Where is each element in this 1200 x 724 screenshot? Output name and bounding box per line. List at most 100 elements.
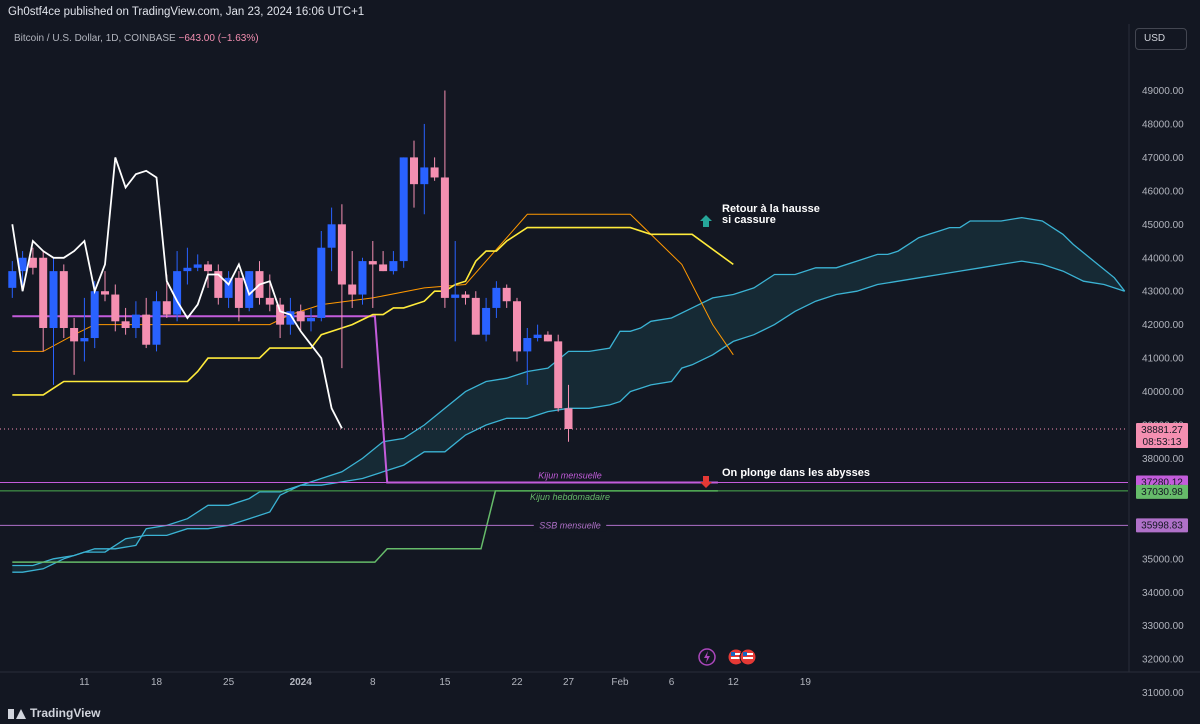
candle-body <box>286 311 295 325</box>
candle-body <box>389 261 398 272</box>
candle-body <box>70 327 79 342</box>
candle-body <box>564 408 573 429</box>
candle-body <box>502 287 511 302</box>
time-tick-label: 12 <box>728 677 740 688</box>
candle-body <box>337 224 346 285</box>
candle-body <box>379 264 388 272</box>
time-tick-label: 8 <box>370 677 376 688</box>
price-tick-label: 38000.00 <box>1142 454 1184 465</box>
candle-body <box>234 277 243 308</box>
level-price-label: 37280.12 <box>1141 478 1183 489</box>
candle-body <box>111 294 120 322</box>
price-tick-label: 49000.00 <box>1142 86 1184 97</box>
cloud-span-b-line <box>12 260 1125 573</box>
candle-body <box>183 267 192 272</box>
candle-body <box>80 338 89 342</box>
candle-body <box>193 264 202 268</box>
currency-button[interactable]: USD <box>1135 28 1187 50</box>
symbol-info: Bitcoin / U.S. Dollar, 1D, COINBASE −643… <box>14 33 259 44</box>
candle-body <box>224 277 233 298</box>
tenkan-line <box>12 226 734 396</box>
level-label: Kijun hebdomadaire <box>530 492 610 502</box>
candle-body <box>471 297 480 335</box>
candle-body <box>49 271 58 328</box>
candle-body <box>307 317 315 322</box>
candle-body <box>152 301 161 345</box>
lightning-glyph <box>704 651 710 663</box>
time-tick-label: Feb <box>611 677 629 688</box>
level-price-label-bg <box>1136 518 1188 533</box>
price-tick-label: 46000.00 <box>1142 186 1184 197</box>
candle-body <box>142 314 151 345</box>
candle-body <box>276 304 285 325</box>
flag-stripe <box>743 653 753 655</box>
cloud-span-a-line <box>12 216 1126 567</box>
candle-body <box>28 257 37 268</box>
price-change: −643.00 (−1.63%) <box>179 33 259 44</box>
publisher-label: Gh0stf4ce published on TradingView.com, … <box>8 6 365 18</box>
arrow-down-icon <box>700 476 712 488</box>
candle-body <box>317 247 326 318</box>
lightning-event-icon <box>698 648 716 666</box>
candle-body <box>327 224 336 248</box>
price-tick-label: 35000.00 <box>1142 554 1184 565</box>
price-tick-label: 48000.00 <box>1142 119 1184 130</box>
time-tick-label: 11 <box>79 677 90 688</box>
symbol-name: Bitcoin / U.S. Dollar, 1D, COINBASE <box>14 33 179 44</box>
chart-header-bar: Gh0stf4ce published on TradingView.com, … <box>0 0 1200 24</box>
price-tick-label: 31000.00 <box>1142 688 1184 699</box>
flag-stripe <box>731 653 741 655</box>
weekly-kijun-line <box>12 490 718 563</box>
candle-body <box>492 287 501 308</box>
flag-stripe <box>731 657 741 659</box>
tradingview-logo-icon <box>8 708 26 719</box>
candle-body <box>523 338 532 352</box>
level-price-label: 35998.83 <box>1141 520 1183 531</box>
candle-body <box>59 271 68 328</box>
candle-body <box>173 271 182 315</box>
candle-body <box>296 311 305 322</box>
last-price-label: 38881.27 <box>1141 425 1183 436</box>
last-price-label: 08:53:13 <box>1143 437 1182 448</box>
candle-body <box>533 334 542 339</box>
candle-body <box>101 291 109 295</box>
flag-stripe <box>743 657 753 659</box>
flag-canton <box>731 652 735 656</box>
candles-group <box>8 90 573 442</box>
candle-body <box>39 257 48 328</box>
level-label-bg <box>533 520 607 532</box>
candle-body <box>440 177 449 298</box>
candle-body <box>245 271 254 308</box>
candle-body <box>482 307 491 335</box>
candle-body <box>90 291 99 339</box>
price-chart[interactable]: Kijun mensuelle Kijun hebdomadaire SSB men… <box>0 24 1200 700</box>
candle-body <box>554 341 563 409</box>
price-tick-label: 41000.00 <box>1142 354 1184 365</box>
last-price-label-bg <box>1136 422 1188 448</box>
candle-body <box>204 264 212 272</box>
candle-body <box>358 261 367 295</box>
price-tick-label: 45000.00 <box>1142 220 1184 231</box>
tradingview-logo: TradingView <box>8 706 100 720</box>
candle-body <box>348 284 357 295</box>
candle-body <box>430 167 439 178</box>
price-tick-label: 43000.00 <box>1142 287 1184 298</box>
annotation-up-line2: si cassure <box>722 214 776 226</box>
annotation-up-line1: Retour à la hausse <box>722 203 820 215</box>
candle-body <box>368 261 377 265</box>
flag-canton <box>743 652 747 656</box>
level-label: Kijun mensuelle <box>538 471 602 481</box>
price-tick-label: 33000.00 <box>1142 621 1184 632</box>
candle-body <box>513 301 521 352</box>
candle-body <box>451 294 460 298</box>
footer-bar: TradingView <box>0 700 1200 724</box>
price-tick-label: 40000.00 <box>1142 387 1184 398</box>
candle-body <box>410 157 418 185</box>
price-tick-label: 47000.00 <box>1142 153 1184 164</box>
time-tick-label: 19 <box>800 677 812 688</box>
candle-body <box>162 301 171 315</box>
candle-body <box>420 167 429 185</box>
candle-body <box>131 314 140 328</box>
price-tick-label: 34000.00 <box>1142 588 1184 599</box>
plot-area: Kijun mensuelle Kijun hebdomadaire SSB men… <box>0 90 1128 573</box>
